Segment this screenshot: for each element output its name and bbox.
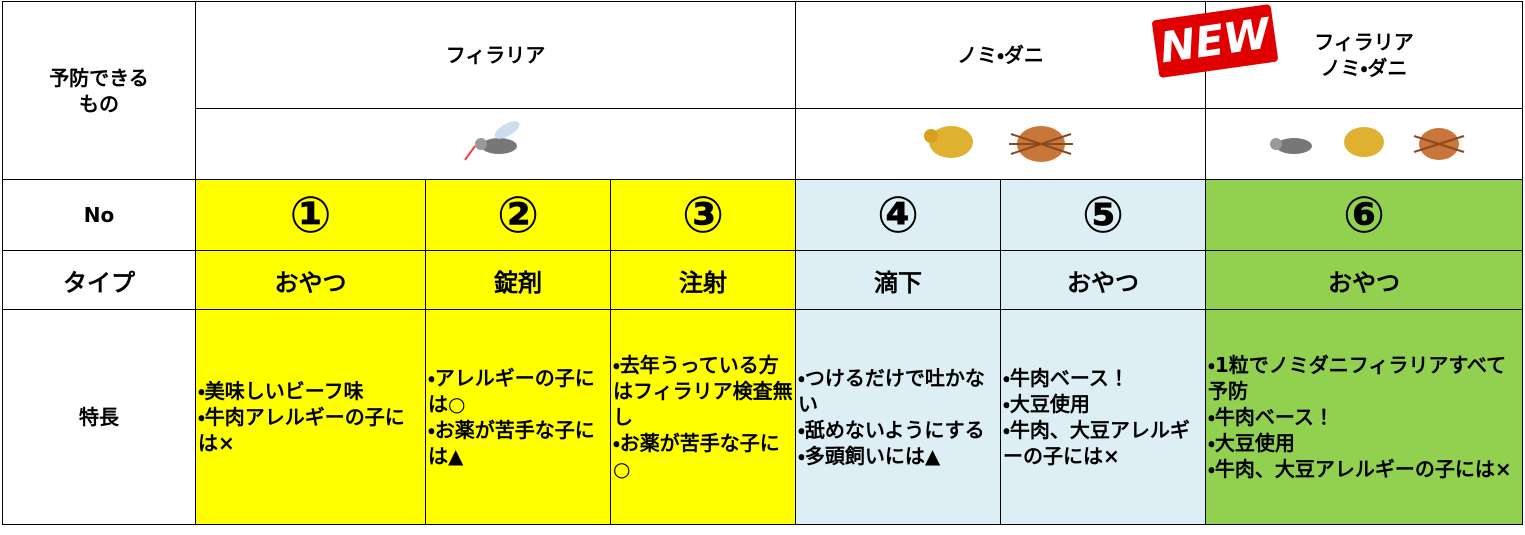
features-cell: ・牛肉ベース！ ・大豆使用 ・牛肉、大豆アレルギーの子には× (1000, 309, 1207, 525)
feature-item: ・大豆使用 (1003, 392, 1090, 416)
feature-item: ・牛肉ベース！ (1208, 405, 1334, 429)
row-label: No (2, 179, 196, 251)
feature-item: ・牛肉、大豆アレルギーの子には× (1208, 457, 1512, 481)
mosquito-icon (463, 121, 519, 161)
feature-item: ・大豆使用 (1208, 431, 1295, 455)
type-cell: おやつ (195, 250, 426, 310)
type-cell: 錠剤 (425, 250, 611, 310)
text-line: ノミ・ダニ (1320, 56, 1408, 80)
header-label: 予防できる もの (2, 1, 196, 180)
no-cell: ② (425, 179, 611, 251)
icon-cell (795, 108, 1207, 180)
type-cell: 注射 (609, 250, 797, 310)
no-cell: ⑥ (1205, 179, 1524, 251)
feature-item: ・去年うっている方はフィラリア検査無し (613, 353, 793, 429)
comparison-table: 予防できる もの フィラリア ノミ・ダニ フィラリア ノミ・ダニ No ① ② ③ ④ ⑤ ⑥ … (2, 1, 1524, 525)
feature-item: ・舐めないようにする (798, 418, 985, 442)
type-cell: おやつ (1000, 250, 1207, 310)
text-line: もの (79, 91, 119, 116)
row-label: 特長 (2, 309, 196, 525)
header-row: 予防できる もの フィラリア ノミ・ダニ フィラリア ノミ・ダニ (2, 1, 1524, 180)
features-cell: ・つけるだけで吐かない ・舐めないようにする ・多頭飼いには▲ (795, 309, 1002, 525)
text-line: フィラリア (445, 43, 546, 67)
feature-item: ・お薬が苦手な子に○ (613, 431, 780, 481)
feature-item: ・1粒でノミダニフィラリアすべて予防 (1208, 353, 1507, 403)
type-cell: おやつ (1205, 250, 1524, 310)
feature-item: ・牛肉、大豆アレルギーの子には× (1003, 418, 1190, 468)
no-cell: ① (195, 179, 426, 251)
features-cell: ・美味しいビーフ味 ・牛肉アレルギーの子には× (195, 309, 426, 525)
row-label: タイプ (2, 250, 196, 310)
feature-item: ・牛肉アレルギーの子には× (198, 405, 405, 455)
type-row: タイプ おやつ 錠剤 注射 滴下 おやつ おやつ (2, 250, 1524, 310)
feature-item: ・美味しいビーフ味 (198, 379, 364, 403)
no-cell: ③ (609, 179, 797, 251)
feature-item: ・アレルギーの子には○ (428, 366, 595, 416)
icon-row (3, 108, 1524, 180)
icon-cell (1205, 108, 1524, 180)
group-header: フィラリア (194, 1, 797, 109)
type-cell: 滴下 (795, 250, 1002, 310)
flea-tick-icon (923, 126, 1073, 162)
feature-item: ・多頭飼いには▲ (798, 444, 941, 468)
feature-item: ・牛肉ベース！ (1003, 366, 1129, 390)
features-cell: ・1粒でノミダニフィラリアすべて予防 ・牛肉ベース！ ・大豆使用 ・牛肉、大豆アレルギ… (1205, 309, 1524, 525)
text-line: 予防できる (49, 65, 149, 90)
features-cell: ・アレルギーの子には○ ・お薬が苦手な子には▲ (425, 309, 611, 525)
features-row: 特長 ・美味しいビーフ味 ・牛肉アレルギーの子には× ・アレルギーの子には○ ・お薬が苦… (2, 309, 1524, 525)
group-header: ノミ・ダニ (795, 1, 1207, 109)
no-cell: ④ (795, 179, 1002, 251)
text-line: フィラリア (1314, 30, 1414, 54)
no-row: No ① ② ③ ④ ⑤ ⑥ (2, 179, 1524, 251)
features-cell: ・去年うっている方はフィラリア検査無し ・お薬が苦手な子に○ (609, 309, 797, 525)
all-icons (1270, 127, 1465, 160)
no-cell: ⑤ (1000, 179, 1207, 251)
icon-cell (194, 108, 797, 180)
text-line: ノミ・ダニ (957, 43, 1044, 67)
feature-item: ・つけるだけで吐かない (798, 366, 985, 416)
feature-item: ・お薬が苦手な子には▲ (428, 418, 595, 468)
